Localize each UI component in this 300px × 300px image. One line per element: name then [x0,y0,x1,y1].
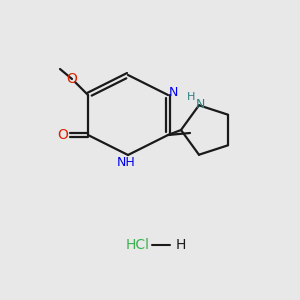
Text: O: O [67,72,77,86]
Text: O: O [58,128,68,142]
Text: N: N [168,86,178,100]
Text: N: N [195,98,205,111]
Text: H: H [187,92,195,102]
Text: NH: NH [117,155,135,169]
Text: H: H [176,238,186,252]
Text: HCl: HCl [126,238,150,252]
